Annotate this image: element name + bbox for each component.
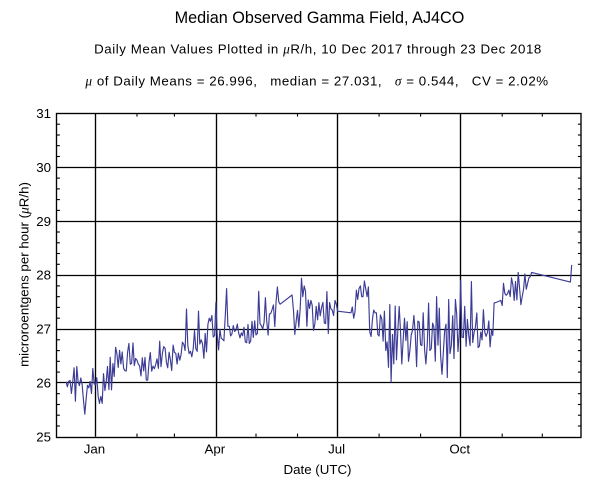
svg-text:28: 28 xyxy=(36,268,51,283)
svg-text:31: 31 xyxy=(36,106,51,121)
svg-text:Daily Mean Values Plotted in μ: Daily Mean Values Plotted in μR/h, 10 De… xyxy=(94,42,542,57)
svg-text:μ of Daily Means = 26.996, m: μ of Daily Means = 26.996, median = 27.0… xyxy=(84,74,548,89)
svg-text:25: 25 xyxy=(36,429,51,444)
svg-text:Jul: Jul xyxy=(328,442,345,457)
svg-text:Oct: Oct xyxy=(449,442,470,457)
svg-text:27: 27 xyxy=(36,322,51,337)
svg-text:microroentgens per hour (μR/h): microroentgens per hour (μR/h) xyxy=(17,182,32,367)
svg-text:Date (UTC): Date (UTC) xyxy=(284,462,352,477)
svg-text:26: 26 xyxy=(36,376,51,391)
svg-text:Median Observed Gamma Field, A: Median Observed Gamma Field, AJ4CO xyxy=(175,9,465,27)
svg-text:30: 30 xyxy=(36,160,51,175)
svg-text:Apr: Apr xyxy=(205,442,226,457)
svg-text:Jan: Jan xyxy=(84,442,105,457)
svg-text:29: 29 xyxy=(36,214,51,229)
